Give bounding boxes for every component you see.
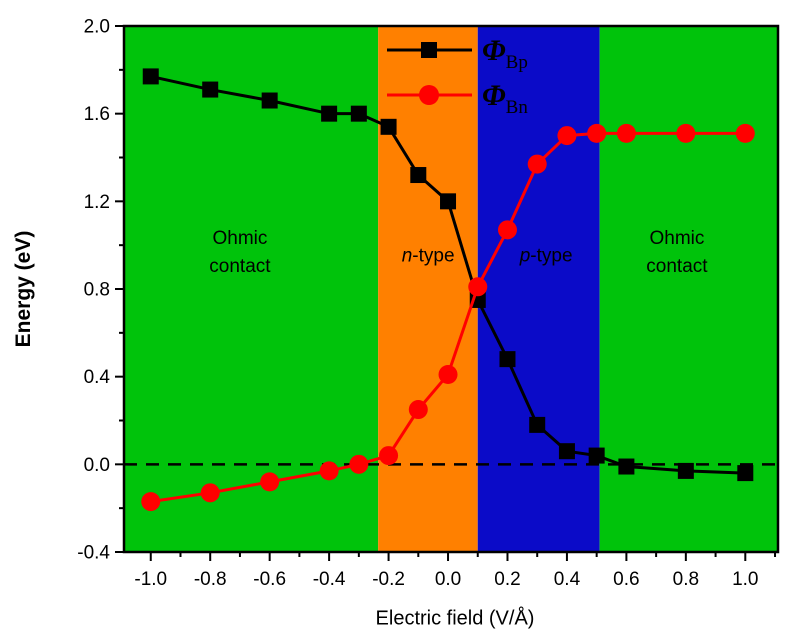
data-point-marker [529, 416, 546, 433]
y-tick-label: 2.0 [84, 17, 110, 38]
data-point-marker [557, 126, 577, 146]
data-point-marker [379, 446, 399, 466]
region-label-1: n-type [402, 246, 455, 267]
legend-marker-1 [419, 85, 439, 105]
data-point-marker [558, 443, 575, 460]
data-point-marker [142, 68, 159, 85]
y-tick-label: 0.0 [84, 455, 110, 476]
data-point-marker [200, 483, 220, 503]
data-point-marker [737, 465, 754, 482]
data-point-marker [676, 123, 696, 143]
data-point-marker [468, 277, 488, 297]
x-axis-title: Electric field (V/Å) [375, 607, 535, 630]
region-label-3: contact [646, 256, 708, 277]
y-tick-label: 0.4 [84, 367, 111, 388]
x-tick-label: 0.2 [494, 569, 520, 590]
y-tick-label: 0.8 [84, 280, 110, 301]
region-label-2: p-type [519, 246, 573, 267]
x-tick-label: 0.8 [673, 569, 699, 590]
data-point-marker [141, 492, 161, 512]
x-tick-label: -0.6 [253, 569, 286, 590]
data-point-marker [260, 472, 280, 492]
x-tick-label: 0.4 [554, 569, 581, 590]
x-tick-label: -0.2 [372, 569, 405, 590]
y-tick-label: 1.2 [84, 192, 110, 213]
data-point-marker [440, 193, 457, 210]
data-point-marker [735, 123, 755, 143]
data-point-marker [321, 105, 338, 122]
data-point-marker [677, 462, 694, 479]
data-point-marker [319, 461, 339, 481]
legend-marker-0 [421, 42, 437, 58]
data-point-marker [499, 351, 516, 368]
data-point-marker [618, 458, 635, 475]
y-tick-label: -0.4 [77, 543, 110, 564]
x-tick-label: -0.4 [313, 569, 346, 590]
data-point-marker [408, 400, 428, 420]
x-tick-label: -1.0 [134, 569, 167, 590]
x-tick-label: 0.6 [613, 569, 639, 590]
series-line-0 [150, 74, 746, 475]
data-point-marker [410, 167, 427, 184]
background-region-0 [124, 26, 379, 552]
data-point-marker [438, 364, 458, 384]
data-point-marker [588, 447, 605, 464]
x-tick-label: 1.0 [732, 569, 758, 590]
region-label-0: contact [209, 256, 271, 277]
region-label-0: Ohmic [212, 228, 267, 249]
y-tick-label: 1.6 [84, 104, 110, 125]
data-point-marker [616, 123, 636, 143]
y-axis-title: Energy (eV) [12, 230, 35, 348]
data-point-marker [497, 220, 517, 240]
data-point-marker [202, 81, 219, 98]
data-point-marker [380, 118, 397, 135]
data-point-marker [587, 123, 607, 143]
legend-label-1: ΦBn [482, 79, 528, 118]
legend-label-0: ΦBp [482, 34, 528, 73]
x-tick-label: 0.0 [435, 569, 461, 590]
data-point-marker [261, 92, 278, 109]
series-line-1 [150, 131, 746, 504]
data-point-marker [349, 454, 369, 474]
data-point-marker [527, 154, 547, 174]
x-tick-label: -0.8 [194, 569, 227, 590]
region-label-3: Ohmic [649, 228, 704, 249]
data-point-marker [350, 105, 367, 122]
